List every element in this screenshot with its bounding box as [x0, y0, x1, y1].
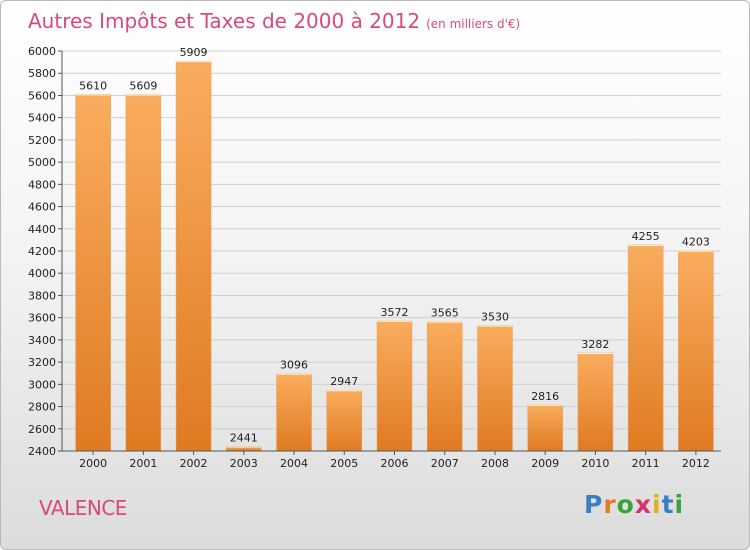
chart-title-text: Autres Impôts et Taxes de 2000 à 2012 [28, 9, 421, 33]
logo-letter: t [661, 490, 675, 519]
logo-letter: x [634, 490, 652, 519]
y-tick-label: 4000 [28, 267, 56, 280]
logo-letter: o [616, 490, 635, 519]
bar-2001 [125, 94, 162, 452]
logo-letter: i [652, 490, 662, 519]
x-tick-label-2000: 2000 [79, 457, 107, 470]
y-tick-label: 2400 [28, 445, 56, 458]
x-tick-label-2006: 2006 [381, 457, 409, 470]
bar-2002 [175, 60, 212, 452]
value-label-2009: 2816 [531, 390, 559, 403]
value-label-2001: 5609 [129, 79, 157, 92]
x-tick-label-2005: 2005 [330, 457, 358, 470]
value-label-2000: 5610 [79, 79, 107, 92]
value-label-2010: 3282 [581, 338, 609, 351]
y-tick-label: 2600 [28, 423, 56, 436]
chart-subtitle: (en milliers d'€) [426, 17, 521, 31]
y-tick-label: 2800 [28, 401, 56, 414]
x-tick-label-2007: 2007 [431, 457, 459, 470]
y-tick-label: 5000 [28, 156, 56, 169]
y-tick-label: 4200 [28, 245, 56, 258]
x-tick-label-2008: 2008 [481, 457, 509, 470]
chart-title: Autres Impôts et Taxes de 2000 à 2012 (en… [28, 9, 520, 33]
bar-2004 [276, 373, 312, 452]
bar-2007 [426, 321, 463, 452]
y-tick-label: 3800 [28, 289, 56, 302]
value-label-2007: 3565 [431, 307, 459, 320]
y-tick-label: 4400 [28, 223, 56, 236]
bar-2008 [477, 325, 513, 452]
y-tick-label: 3600 [28, 312, 56, 325]
y-tick-label: 3400 [28, 334, 56, 347]
bar-2012 [678, 250, 714, 452]
y-tick-label: 3000 [28, 378, 56, 391]
y-tick-label: 6000 [28, 45, 56, 58]
proxiti-logo: Proxiti [584, 490, 684, 519]
x-tick-label-2001: 2001 [129, 457, 157, 470]
value-label-2002: 5909 [180, 46, 208, 59]
bar-2009 [527, 404, 563, 452]
x-tick-label-2004: 2004 [280, 457, 308, 470]
x-tick-label-2010: 2010 [581, 457, 609, 470]
value-label-2006: 3572 [381, 306, 409, 319]
bars: 5610 5609 5909 2441 3096 2947 3572 3565 3530 2816… [75, 46, 714, 452]
value-label-2011: 4255 [632, 230, 660, 243]
bar-2011 [627, 244, 664, 452]
logo-letter: r [603, 490, 617, 519]
y-tick-label: 5200 [28, 134, 56, 147]
value-label-2003: 2441 [230, 431, 258, 444]
x-tick-label-2009: 2009 [531, 457, 559, 470]
bar-2000 [75, 94, 111, 452]
x-axis: 2000 2001 2002 2003 2004 2005 2006 2007 2008 2009… [62, 450, 721, 470]
city-label: VALENCE [39, 496, 127, 520]
bar-2005 [326, 389, 363, 452]
y-tick-label: 4600 [28, 201, 56, 214]
y-tick-label: 5400 [28, 112, 56, 125]
x-tick-label-2003: 2003 [230, 457, 258, 470]
logo-letter: P [584, 490, 604, 519]
y-tick-label: 5800 [28, 67, 56, 80]
y-tick-label: 5600 [28, 89, 56, 102]
y-axis: 2400 2600 2800 3000 3200 3400 3600 3800 4000 4200… [28, 45, 63, 458]
bar-2006 [376, 320, 413, 452]
bar-2010 [577, 352, 614, 452]
y-tick-label: 4800 [28, 178, 56, 191]
value-label-2004: 3096 [280, 359, 308, 372]
y-tick-label: 3200 [28, 356, 56, 369]
value-label-2008: 3530 [481, 310, 509, 323]
value-label-2012: 4203 [682, 236, 710, 249]
x-tick-label-2012: 2012 [682, 457, 710, 470]
logo-letter: i [674, 490, 685, 519]
value-label-2005: 2947 [330, 375, 358, 388]
x-tick-label-2011: 2011 [632, 457, 660, 470]
x-tick-label-2002: 2002 [180, 457, 208, 470]
